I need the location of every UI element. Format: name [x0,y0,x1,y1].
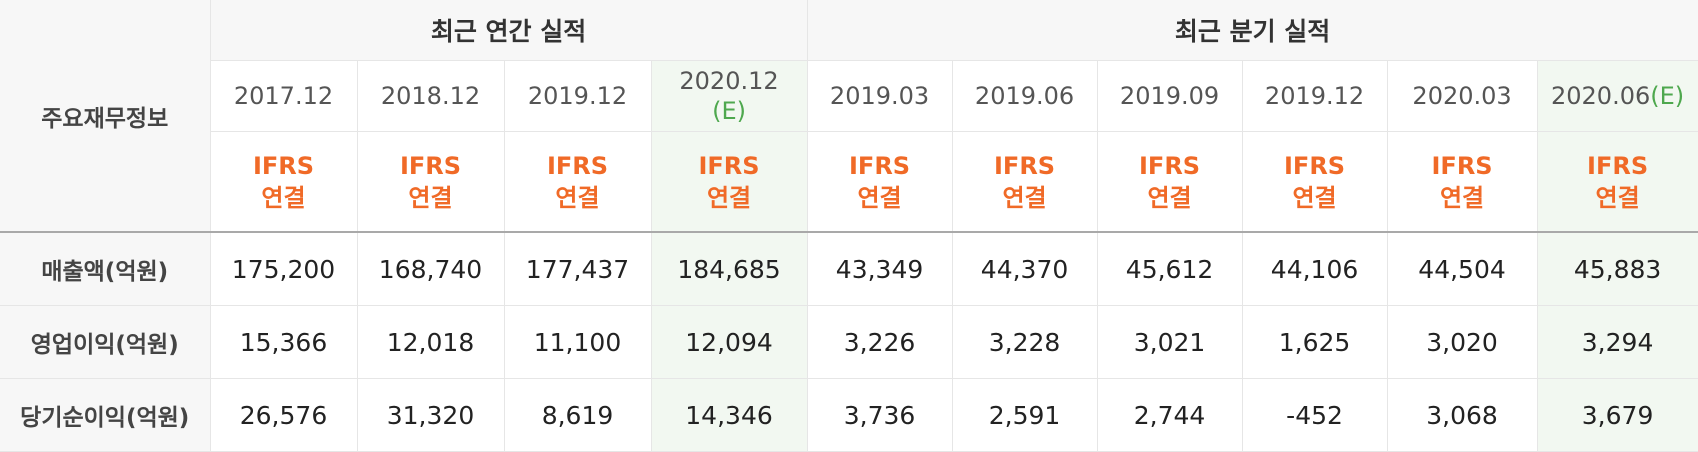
accounting-standard: IFRS 연결 [504,131,652,233]
table-cell: 3,228 [952,305,1098,379]
table-cell: 43,349 [806,231,953,306]
table-cell: 3,021 [1097,305,1243,379]
table-cell: 3,068 [1387,378,1538,452]
table-row-net-income: 당기순이익(억원) 26,576 31,320 8,619 14,346 3,7… [0,378,1698,452]
table-row-operating-profit: 영업이익(억원) 15,366 12,018 11,100 12,094 3,2… [0,305,1698,379]
table-cell: 168,740 [357,231,505,306]
annual-group-header: 최근 연간 실적 [210,0,808,61]
row-label: 당기순이익(억원) [0,378,211,452]
period-header: 2019.09 [1097,60,1243,132]
accounting-standard: IFRS 연결 [1537,131,1698,233]
row-label: 매출액(억원) [0,231,211,306]
quarterly-group-header: 최근 분기 실적 [806,0,1698,61]
period-header-estimate: 2020.06(E) [1537,60,1698,132]
table-cell: 2,744 [1097,378,1243,452]
period-header-row: 2017.12 2018.12 2019.12 2020.12 (E) 2019.… [0,60,1698,132]
estimate-mark: (E) [712,97,746,125]
table-cell: 3,226 [806,305,953,379]
table-cell-estimate: 12,094 [651,305,808,379]
table-cell-estimate: 3,679 [1537,378,1698,452]
accounting-standard: IFRS 연결 [806,131,953,233]
accounting-standard: IFRS 연결 [651,131,808,233]
table-row-revenue: 매출액(억원) 175,200 168,740 177,437 184,685 … [0,231,1698,306]
accounting-standard: IFRS 연결 [1097,131,1243,233]
table-cell: 44,370 [952,231,1098,306]
period-header: 2020.03 [1387,60,1538,132]
accounting-standard: IFRS 연결 [1387,131,1538,233]
period-header: 2017.12 [210,60,358,132]
table-cell: 15,366 [210,305,358,379]
accounting-standard: IFRS 연결 [357,131,505,233]
table-cell-estimate: 184,685 [651,231,808,306]
table-cell-negative: -452 [1242,378,1388,452]
period-header: 2019.12 [504,60,652,132]
table-cell: 12,018 [357,305,505,379]
accounting-standard: IFRS 연결 [952,131,1098,233]
accounting-standard: IFRS 연결 [210,131,358,233]
table-cell: 11,100 [504,305,652,379]
row-title-header: 주요재무정보 [0,0,211,233]
period-header: 2019.12 [1242,60,1388,132]
table-cell: 1,625 [1242,305,1388,379]
table-cell: 26,576 [210,378,358,452]
period-header-estimate: 2020.12 (E) [651,60,808,132]
period-header: 2018.12 [357,60,505,132]
accounting-standard: IFRS 연결 [1242,131,1388,233]
table-cell: 45,612 [1097,231,1243,306]
table-cell-estimate: 3,294 [1537,305,1698,379]
table-cell: 175,200 [210,231,358,306]
estimate-mark: (E) [1650,82,1685,110]
table-cell: 8,619 [504,378,652,452]
table-cell: 44,106 [1242,231,1388,306]
row-label: 영업이익(억원) [0,305,211,379]
table-cell: 3,020 [1387,305,1538,379]
table-cell-estimate: 45,883 [1537,231,1698,306]
table-cell: 2,591 [952,378,1098,452]
table-cell: 44,504 [1387,231,1538,306]
group-header-row: 주요재무정보 최근 연간 실적 최근 분기 실적 [0,0,1698,233]
table-cell: 177,437 [504,231,652,306]
table-cell: 31,320 [357,378,505,452]
table-cell: 3,736 [806,378,953,452]
table-cell-estimate: 14,346 [651,378,808,452]
period-header: 2019.06 [952,60,1098,132]
standard-header-row: IFRS 연결 IFRS 연결 IFRS 연결 IFRS 연결 IFRS 연결 IFRS 연… [0,131,1698,233]
period-header: 2019.03 [806,60,953,132]
